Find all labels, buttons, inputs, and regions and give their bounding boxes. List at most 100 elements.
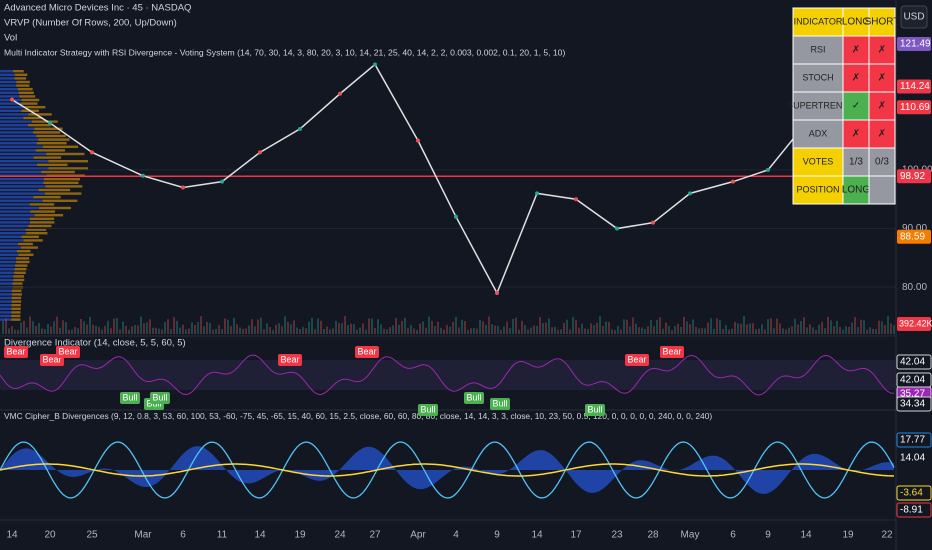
volume-bar: [344, 316, 346, 334]
volume-profile: [0, 142, 37, 145]
table-cell: [868, 175, 896, 205]
volume-bar: [812, 327, 814, 334]
volume-bar: [500, 329, 502, 334]
bear-label-bg: [278, 354, 302, 366]
x-tick-label: 6: [180, 530, 186, 541]
volume-bar: [611, 329, 613, 334]
volume-profile: [0, 224, 29, 228]
vrvp-label: VRVP (Number Of Rows, 200, Up/Down): [4, 18, 177, 29]
volume-profile: [0, 210, 31, 213]
volume-bar: [233, 317, 235, 334]
table-cell: [868, 91, 896, 121]
x-tick-label: 11: [217, 530, 228, 541]
price-point: [615, 226, 619, 231]
volume-profile: [14, 77, 27, 80]
volume-bar: [260, 317, 262, 334]
table-text: ✗: [878, 73, 886, 84]
volume-bar: [368, 318, 370, 334]
volume-bar: [557, 329, 559, 334]
volume-bar: [641, 327, 643, 334]
volume-profile: [13, 70, 24, 73]
volume-profile: [29, 217, 55, 220]
volume-bar: [275, 324, 277, 334]
volume-bar: [122, 321, 124, 334]
table-text: ✗: [878, 45, 886, 56]
volume-tag-label: 392.42K: [899, 318, 932, 328]
currency-button[interactable]: [900, 5, 928, 29]
price-tag: [897, 229, 931, 244]
volume-bar: [788, 327, 790, 334]
volume-bar: [53, 321, 55, 334]
volume-bar: [173, 317, 175, 334]
volume-bar: [287, 321, 289, 334]
volume-bar: [170, 329, 172, 334]
pane-tag: [896, 396, 932, 412]
volume-profile: [45, 185, 83, 188]
volume-profile: [0, 293, 13, 296]
volume-bar: [884, 325, 886, 334]
bear-label-bg: [355, 346, 379, 358]
volume-bar: [356, 329, 358, 334]
price-point: [535, 191, 539, 196]
table-cell: [842, 175, 870, 205]
volume-profile: [0, 199, 43, 202]
volume-bar: [497, 325, 499, 334]
bull-label-bg: [120, 392, 140, 404]
volume-profile: [0, 304, 12, 307]
volume-bar: [698, 328, 700, 334]
currency[interactable]: USD: [903, 12, 924, 23]
volume-bar: [218, 325, 220, 334]
volume-bar: [503, 326, 505, 334]
price-point: [338, 91, 342, 96]
table-cell: [842, 7, 870, 37]
volume-bar: [410, 325, 412, 334]
volume-profile: [0, 178, 45, 181]
volume-bar: [560, 329, 562, 334]
bear-label: Bear: [357, 346, 376, 356]
volume-profile: [0, 138, 39, 141]
symbol-title: Advanced Micro Devices Inc · 45 · NASDAQ: [4, 3, 191, 14]
pane-tag-label: 34.34: [900, 399, 925, 410]
volume-bar: [536, 325, 538, 334]
volume-bar: [308, 321, 310, 334]
volume-bar: [137, 325, 139, 334]
table-text: ADX: [809, 128, 828, 138]
volume-bar: [548, 318, 550, 334]
volume-bar: [392, 325, 394, 334]
price-point: [258, 150, 262, 155]
volume-bar: [647, 326, 649, 334]
table-cell: [792, 63, 844, 93]
pane-tag-label: 42.04: [900, 357, 925, 368]
volume-bar: [617, 326, 619, 334]
price-point: [48, 121, 52, 126]
price-point: [416, 138, 420, 143]
volume-bar: [563, 322, 565, 334]
volume-bar: [554, 326, 556, 334]
volume-bar: [206, 321, 208, 334]
volume-bar: [626, 319, 628, 334]
x-tick-label: 14: [531, 530, 543, 541]
volume-profile: [38, 188, 71, 192]
volume-bar: [317, 318, 319, 334]
bear-label: Bear: [42, 354, 61, 364]
cipher-title: VMC Cipher_B Divergences (9, 12, 0.8, 3,…: [4, 411, 712, 421]
table-cell: [868, 7, 896, 37]
volume-bar: [869, 327, 871, 334]
bull-label: Bull: [587, 404, 602, 414]
table-cell: [792, 91, 844, 121]
volume-bar: [461, 319, 463, 334]
table-text: ✗: [878, 129, 886, 140]
volume-profile: [16, 84, 30, 87]
volume-bar: [734, 321, 736, 334]
volume-bar: [797, 324, 799, 334]
pane-tag-label: 14.04: [900, 453, 925, 464]
volume-bar: [878, 320, 880, 334]
table-text: SHORT: [865, 17, 900, 28]
volume-bar: [215, 328, 217, 334]
volume-bar: [371, 318, 373, 334]
volume-bar: [740, 323, 742, 334]
volume-bar: [782, 328, 784, 334]
volume-bar: [290, 324, 292, 334]
volume-bar: [323, 328, 325, 334]
volume-profile: [16, 250, 31, 253]
